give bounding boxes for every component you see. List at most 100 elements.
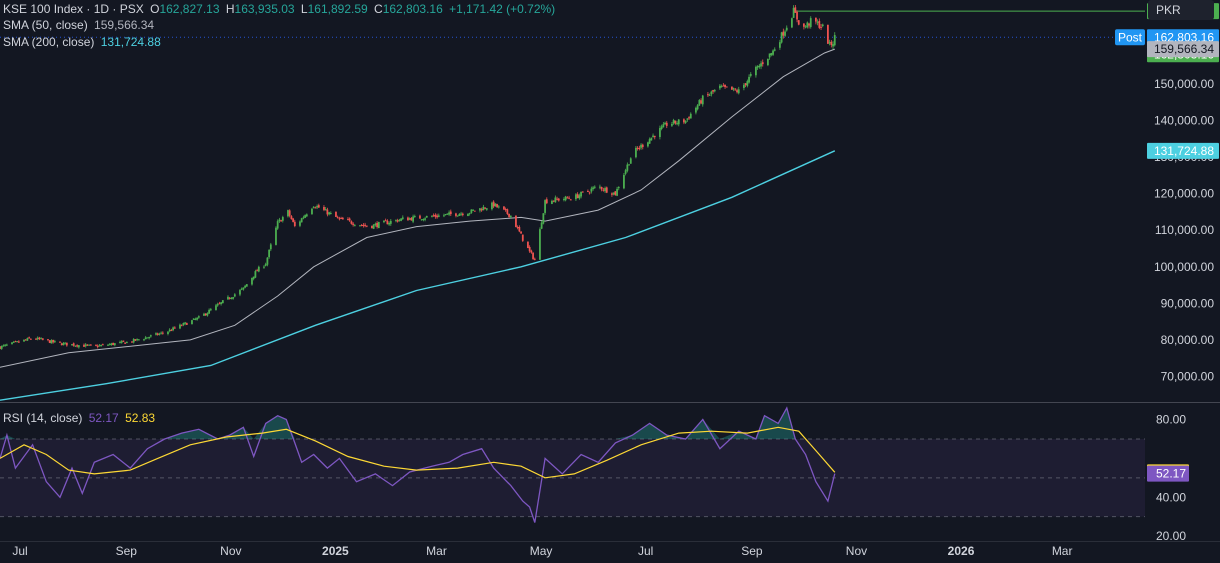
candle[interactable] xyxy=(686,118,689,120)
candle[interactable] xyxy=(172,327,175,331)
candle[interactable] xyxy=(302,217,305,219)
candle[interactable] xyxy=(77,345,80,348)
candle[interactable] xyxy=(677,119,680,125)
candle[interactable] xyxy=(239,290,241,295)
price-pane[interactable] xyxy=(0,4,1220,542)
candle[interactable] xyxy=(749,74,752,76)
candle[interactable] xyxy=(124,342,127,344)
candle[interactable] xyxy=(60,343,63,346)
candle[interactable] xyxy=(660,126,663,129)
candle[interactable] xyxy=(508,213,510,217)
candle[interactable] xyxy=(233,294,236,297)
candle[interactable] xyxy=(324,209,327,211)
candle[interactable] xyxy=(74,345,77,347)
candle[interactable] xyxy=(204,313,207,316)
candle[interactable] xyxy=(196,317,199,320)
candle[interactable] xyxy=(16,341,19,343)
candle[interactable] xyxy=(41,338,44,340)
candle[interactable] xyxy=(408,218,411,220)
candle[interactable] xyxy=(374,223,377,226)
candle[interactable] xyxy=(604,188,606,192)
candle[interactable] xyxy=(156,333,159,335)
candle[interactable] xyxy=(137,339,140,341)
candle[interactable] xyxy=(62,342,65,346)
candle[interactable] xyxy=(348,218,351,221)
candle[interactable] xyxy=(208,309,211,314)
candle[interactable] xyxy=(684,120,687,123)
candle[interactable] xyxy=(395,219,397,221)
candle[interactable] xyxy=(65,342,68,346)
candle[interactable] xyxy=(628,164,630,166)
candle[interactable] xyxy=(4,344,7,346)
candle[interactable] xyxy=(564,196,567,201)
candle[interactable] xyxy=(689,113,692,119)
candle[interactable] xyxy=(420,219,423,221)
candle[interactable] xyxy=(413,216,416,218)
candle[interactable] xyxy=(52,339,55,343)
candle[interactable] xyxy=(782,31,785,36)
candle[interactable] xyxy=(455,213,457,216)
candle[interactable] xyxy=(804,26,807,28)
candle[interactable] xyxy=(266,257,269,265)
candle[interactable] xyxy=(569,199,572,201)
candle[interactable] xyxy=(264,264,267,266)
rsi-pane[interactable] xyxy=(0,406,1145,523)
candle[interactable] xyxy=(650,137,653,141)
candle[interactable] xyxy=(407,217,409,221)
candle[interactable] xyxy=(167,331,169,334)
candle[interactable] xyxy=(808,23,810,26)
candle[interactable] xyxy=(719,85,721,89)
candle[interactable] xyxy=(696,105,699,110)
candle[interactable] xyxy=(506,209,509,214)
candle[interactable] xyxy=(206,313,209,316)
candle[interactable] xyxy=(494,203,497,207)
candle[interactable] xyxy=(593,186,596,188)
candle[interactable] xyxy=(287,210,289,217)
candle[interactable] xyxy=(599,186,601,188)
candle[interactable] xyxy=(388,223,390,225)
candle[interactable] xyxy=(602,189,605,191)
candle[interactable] xyxy=(209,309,212,311)
candle[interactable] xyxy=(688,117,690,119)
candle[interactable] xyxy=(664,122,666,125)
candle[interactable] xyxy=(616,188,618,196)
candle[interactable] xyxy=(674,120,677,124)
candle[interactable] xyxy=(779,42,781,48)
candle[interactable] xyxy=(316,206,319,208)
candle[interactable] xyxy=(144,337,147,340)
candle[interactable] xyxy=(88,344,91,346)
sma200-legend[interactable]: SMA (200, close) 131,724.88 xyxy=(3,34,164,50)
candle[interactable] xyxy=(698,100,701,106)
candle[interactable] xyxy=(119,341,121,343)
candle[interactable] xyxy=(456,215,459,217)
candle[interactable] xyxy=(626,164,629,171)
candle[interactable] xyxy=(146,337,149,339)
candle[interactable] xyxy=(470,209,473,213)
candle[interactable] xyxy=(185,323,188,325)
candle[interactable] xyxy=(676,123,678,125)
candle[interactable] xyxy=(300,218,303,223)
candle[interactable] xyxy=(203,313,205,316)
candle[interactable] xyxy=(5,344,8,346)
candle[interactable] xyxy=(785,27,788,31)
candle[interactable] xyxy=(652,135,654,138)
candle[interactable] xyxy=(796,11,798,20)
candle[interactable] xyxy=(544,200,546,213)
candle[interactable] xyxy=(254,271,257,278)
candle[interactable] xyxy=(736,90,738,93)
candle[interactable] xyxy=(47,339,49,341)
candle[interactable] xyxy=(182,323,185,326)
candle[interactable] xyxy=(449,211,452,215)
candle[interactable] xyxy=(592,187,594,190)
candle[interactable] xyxy=(216,304,219,306)
candle[interactable] xyxy=(518,227,521,232)
candle[interactable] xyxy=(662,124,665,128)
candle[interactable] xyxy=(605,187,608,193)
candle[interactable] xyxy=(36,337,39,340)
candle[interactable] xyxy=(532,252,534,259)
candle[interactable] xyxy=(556,198,558,200)
candle[interactable] xyxy=(588,192,591,194)
candle[interactable] xyxy=(614,191,617,196)
candle[interactable] xyxy=(134,339,137,341)
candle[interactable] xyxy=(218,303,221,305)
